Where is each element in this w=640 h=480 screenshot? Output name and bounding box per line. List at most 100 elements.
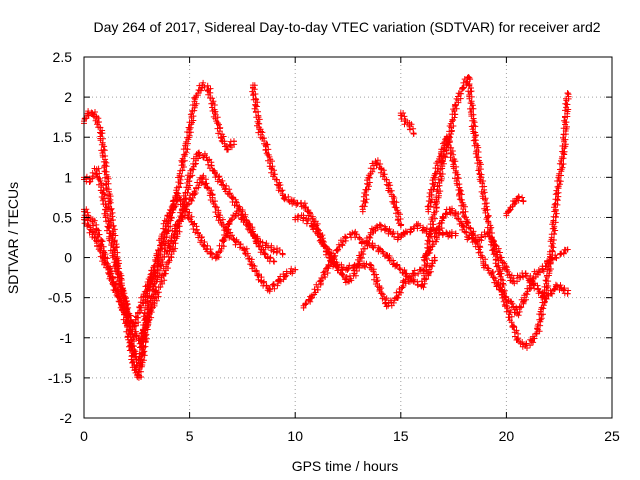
data-point bbox=[127, 342, 134, 349]
data-point bbox=[564, 246, 571, 253]
data-point bbox=[283, 270, 290, 277]
data-point bbox=[503, 302, 510, 309]
data-point bbox=[513, 310, 520, 317]
data-point bbox=[135, 374, 142, 381]
data-point bbox=[271, 258, 278, 265]
data-point bbox=[402, 230, 409, 237]
data-point bbox=[150, 274, 157, 281]
data-point bbox=[383, 226, 390, 233]
data-point bbox=[494, 282, 501, 289]
data-point bbox=[268, 166, 275, 173]
data-point bbox=[241, 246, 248, 253]
data-point bbox=[554, 282, 561, 289]
data-point bbox=[359, 238, 366, 245]
data-point bbox=[201, 242, 208, 249]
data-point bbox=[182, 206, 189, 213]
data-point bbox=[402, 278, 409, 285]
data-point bbox=[554, 190, 561, 197]
data-point bbox=[456, 190, 463, 197]
data-point bbox=[509, 322, 516, 329]
data-point bbox=[564, 90, 571, 97]
data-point bbox=[478, 234, 485, 241]
data-point bbox=[484, 214, 491, 221]
data-point bbox=[393, 262, 400, 269]
data-point bbox=[433, 198, 440, 205]
y-tick-label: 2 bbox=[64, 89, 72, 105]
data-point bbox=[186, 126, 193, 133]
data-point bbox=[309, 294, 316, 301]
data-point bbox=[266, 286, 273, 293]
data-point bbox=[199, 82, 206, 89]
data-point bbox=[119, 286, 126, 293]
data-point bbox=[359, 262, 366, 269]
data-point bbox=[131, 366, 138, 373]
data-point bbox=[256, 126, 263, 133]
data-point bbox=[125, 318, 132, 325]
series-track-13 bbox=[503, 193, 527, 219]
y-tick-label: 0 bbox=[64, 250, 72, 266]
data-point bbox=[342, 234, 349, 241]
data-point bbox=[144, 282, 151, 289]
data-point bbox=[452, 102, 459, 109]
data-point bbox=[245, 222, 252, 229]
data-point bbox=[532, 270, 539, 277]
data-point bbox=[249, 262, 256, 269]
data-point bbox=[421, 226, 428, 233]
data-point bbox=[522, 342, 529, 349]
data-point bbox=[294, 200, 301, 207]
data-point bbox=[406, 122, 413, 129]
data-point bbox=[144, 318, 151, 325]
data-point bbox=[391, 198, 398, 205]
data-point bbox=[507, 298, 514, 305]
data-point bbox=[93, 238, 100, 245]
data-point bbox=[452, 230, 459, 237]
data-point bbox=[389, 230, 396, 237]
data-point bbox=[488, 270, 495, 277]
x-tick-label: 15 bbox=[393, 428, 409, 444]
data-point bbox=[385, 182, 392, 189]
x-tick-label: 25 bbox=[604, 428, 620, 444]
data-point bbox=[97, 130, 104, 137]
data-point bbox=[214, 254, 221, 261]
data-point bbox=[258, 278, 265, 285]
data-point bbox=[258, 246, 265, 253]
data-point bbox=[368, 262, 375, 269]
data-point bbox=[497, 254, 504, 261]
data-point bbox=[427, 246, 434, 253]
data-point bbox=[334, 262, 341, 269]
data-point bbox=[112, 262, 119, 269]
data-point bbox=[306, 210, 313, 217]
data-point bbox=[342, 266, 349, 273]
data-point bbox=[279, 250, 286, 257]
chart-title: Day 264 of 2017, Sidereal Day-to-day VTE… bbox=[93, 19, 600, 35]
data-point bbox=[93, 114, 100, 121]
data-point bbox=[376, 286, 383, 293]
data-point bbox=[87, 226, 94, 233]
data-point bbox=[292, 266, 299, 273]
data-point bbox=[516, 274, 523, 281]
data-point bbox=[484, 230, 491, 237]
data-point bbox=[397, 222, 404, 229]
data-point bbox=[475, 246, 482, 253]
data-point bbox=[385, 254, 392, 261]
data-point bbox=[359, 206, 366, 213]
data-point bbox=[446, 232, 453, 239]
data-point bbox=[526, 282, 533, 289]
data-point bbox=[228, 194, 235, 201]
data-point bbox=[560, 150, 567, 157]
data-point bbox=[169, 202, 176, 209]
data-point bbox=[161, 270, 168, 277]
y-tick-label: 0.5 bbox=[53, 209, 73, 225]
data-point bbox=[427, 230, 434, 237]
data-point bbox=[207, 250, 214, 257]
y-axis-label: SDTVAR / TECUs bbox=[5, 182, 21, 294]
data-point bbox=[262, 142, 269, 149]
data-point bbox=[211, 170, 218, 177]
data-point bbox=[516, 194, 523, 201]
data-point bbox=[402, 270, 409, 277]
y-tick-label: -2 bbox=[60, 410, 73, 426]
data-point bbox=[100, 254, 107, 261]
data-point bbox=[178, 214, 185, 221]
axes bbox=[83, 56, 613, 419]
